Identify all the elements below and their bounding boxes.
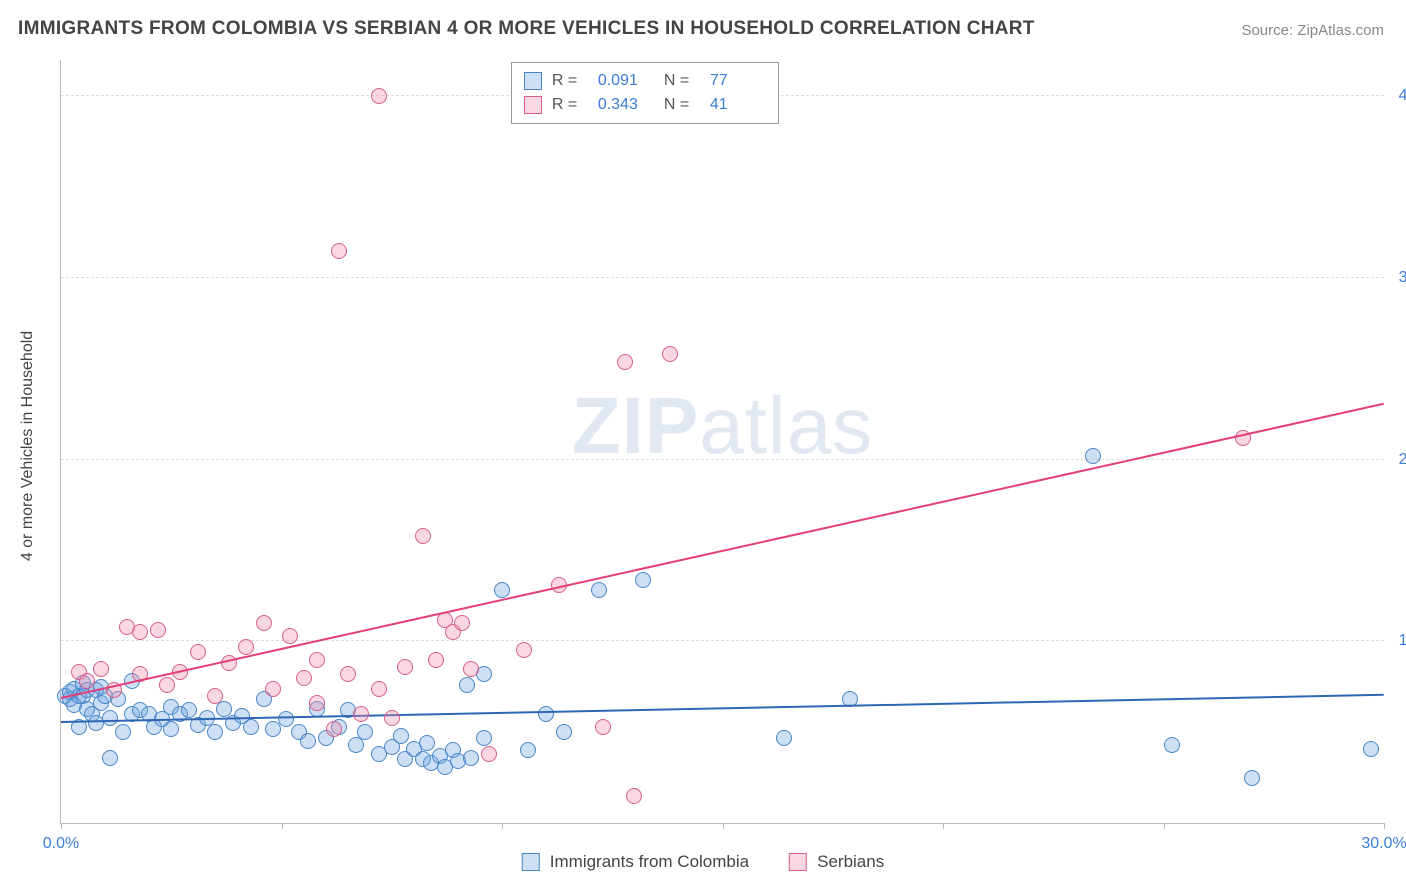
data-point: [454, 615, 470, 631]
r-label: R =: [552, 96, 588, 114]
y-tick-label: 40.0%: [1392, 87, 1406, 105]
y-tick-label: 10.0%: [1392, 632, 1406, 650]
data-point: [463, 661, 479, 677]
legend-label-colombia: Immigrants from Colombia: [550, 852, 749, 872]
data-point: [428, 652, 444, 668]
data-point: [150, 622, 166, 638]
n-value: 77: [710, 72, 766, 90]
data-point: [353, 706, 369, 722]
n-label: N =: [664, 96, 700, 114]
data-point: [340, 666, 356, 682]
data-point: [626, 788, 642, 804]
data-point: [278, 711, 294, 727]
swatch-serbians: [789, 853, 807, 871]
x-tick-label: 0.0%: [43, 835, 79, 853]
chart-title: IMMIGRANTS FROM COLOMBIA VS SERBIAN 4 OR…: [18, 18, 1035, 40]
trend-line: [61, 403, 1384, 699]
data-point: [1164, 737, 1180, 753]
data-point: [662, 346, 678, 362]
data-point: [595, 719, 611, 735]
data-point: [1244, 770, 1260, 786]
gridline-horizontal: [61, 459, 1384, 460]
data-point: [159, 677, 175, 693]
data-point: [384, 710, 400, 726]
data-point: [635, 572, 651, 588]
x-tick: [1164, 823, 1165, 829]
n-label: N =: [664, 72, 700, 90]
data-point: [538, 706, 554, 722]
y-tick-label: 20.0%: [1392, 451, 1406, 469]
data-point: [102, 710, 118, 726]
data-point: [481, 746, 497, 762]
data-point: [207, 688, 223, 704]
legend-swatch: [524, 96, 542, 114]
data-point: [476, 730, 492, 746]
r-value: 0.343: [598, 96, 654, 114]
x-tick: [723, 823, 724, 829]
r-label: R =: [552, 72, 588, 90]
x-tick: [282, 823, 283, 829]
data-point: [256, 615, 272, 631]
x-tick-label: 30.0%: [1361, 835, 1406, 853]
data-point: [463, 750, 479, 766]
data-point: [243, 719, 259, 735]
legend-stats-box: R = 0.091 N = 77 R = 0.343 N = 41: [511, 62, 779, 124]
data-point: [296, 670, 312, 686]
data-point: [331, 243, 347, 259]
source-attribution: Source: ZipAtlas.com: [1241, 22, 1384, 39]
data-point: [397, 659, 413, 675]
x-tick: [502, 823, 503, 829]
n-value: 41: [710, 96, 766, 114]
y-axis-label: 4 or more Vehicles in Household: [19, 331, 37, 561]
data-point: [282, 628, 298, 644]
x-tick: [943, 823, 944, 829]
legend-item-colombia: Immigrants from Colombia: [522, 852, 749, 872]
data-point: [326, 721, 342, 737]
legend-bottom: Immigrants from Colombia Serbians: [522, 852, 884, 872]
x-tick: [61, 823, 62, 829]
x-tick: [1384, 823, 1385, 829]
data-point: [393, 728, 409, 744]
data-point: [459, 677, 475, 693]
data-point: [415, 528, 431, 544]
data-point: [79, 673, 95, 689]
data-point: [181, 702, 197, 718]
data-point: [163, 721, 179, 737]
swatch-colombia: [522, 853, 540, 871]
data-point: [207, 724, 223, 740]
data-point: [309, 652, 325, 668]
data-point: [556, 724, 572, 740]
data-point: [357, 724, 373, 740]
legend-item-serbians: Serbians: [789, 852, 884, 872]
data-point: [1085, 448, 1101, 464]
data-point: [93, 661, 109, 677]
data-point: [102, 750, 118, 766]
data-point: [494, 582, 510, 598]
r-value: 0.091: [598, 72, 654, 90]
data-point: [371, 681, 387, 697]
data-point: [419, 735, 435, 751]
y-tick-label: 30.0%: [1392, 269, 1406, 287]
gridline-horizontal: [61, 640, 1384, 641]
data-point: [309, 695, 325, 711]
data-point: [776, 730, 792, 746]
data-point: [520, 742, 536, 758]
data-point: [238, 639, 254, 655]
legend-stats-row: R = 0.343 N = 41: [524, 93, 766, 117]
data-point: [371, 88, 387, 104]
gridline-horizontal: [61, 277, 1384, 278]
data-point: [115, 724, 131, 740]
data-point: [190, 644, 206, 660]
data-point: [265, 681, 281, 697]
data-point: [1363, 741, 1379, 757]
legend-label-serbians: Serbians: [817, 852, 884, 872]
data-point: [516, 642, 532, 658]
data-point: [617, 354, 633, 370]
legend-swatch: [524, 72, 542, 90]
legend-stats-row: R = 0.091 N = 77: [524, 69, 766, 93]
data-point: [132, 624, 148, 640]
data-point: [591, 582, 607, 598]
scatter-plot-area: ZIPatlas 10.0%20.0%30.0%40.0%0.0%30.0%R …: [60, 60, 1384, 824]
data-point: [300, 733, 316, 749]
